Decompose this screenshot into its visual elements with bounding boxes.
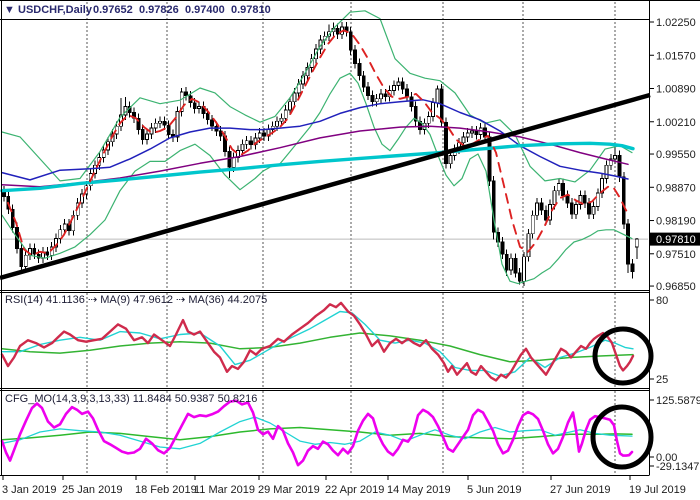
- time-axis-label: 27 Jun 2019: [550, 484, 611, 496]
- ohlc-close: 0.97810: [231, 4, 271, 16]
- symbol-period-title: USDCHF,Daily: [18, 4, 93, 16]
- moving-average-lines: [0, 10, 635, 285]
- current-price-badge: 0.97810: [656, 234, 696, 246]
- cfg-indicator-label: CFG_MO(14,3,9,3,13,33) 11.8484 50.9387 5…: [5, 393, 257, 405]
- price-axis-label: 0.98870: [656, 182, 696, 194]
- annotation-circles[interactable]: [590, 326, 654, 470]
- ohlc-low: 0.97400: [185, 4, 225, 16]
- ohlc-open: 0.97652: [93, 4, 133, 16]
- time-axis-label: 5 Jun 2019: [467, 484, 521, 496]
- time-axis-label: 25 Jan 2019: [62, 484, 123, 496]
- price-axis-label: 1.02250: [656, 17, 696, 29]
- price-axis[interactable]: 1.02250 1.01570 1.00890 1.00210 0.99550 0.988…: [649, 17, 700, 473]
- time-axis-label: 14 May 2019: [387, 484, 451, 496]
- time-axis-label: 19 Jul 2019: [629, 484, 686, 496]
- price-axis-label: 0.97510: [656, 249, 696, 261]
- candlestick-series: [2, 22, 639, 287]
- symbol-dropdown-icon[interactable]: ▼: [4, 4, 15, 16]
- price-axis-label: 1.00890: [656, 84, 696, 96]
- indicator-axis-label: 80: [656, 295, 668, 307]
- indicator-axis-label: 25: [656, 374, 668, 386]
- panel-frames: [0, 0, 700, 476]
- price-axis-label: 0.96850: [656, 281, 696, 293]
- time-axis-label: 29 Mar 2019: [258, 484, 320, 496]
- time-axis-label: 22 Apr 2019: [325, 484, 384, 496]
- price-axis-label: 1.00210: [656, 117, 696, 129]
- indicator-axis-label: 125.5879: [656, 395, 700, 407]
- price-axis-label: 1.01570: [656, 50, 696, 62]
- indicator-axis-label: -29.1347: [656, 461, 699, 473]
- price-axis-label: 0.98190: [656, 216, 696, 228]
- chart-header: ▼ USDCHF,Daily0.97652 0.97826 0.97400 0.9781…: [4, 4, 271, 16]
- time-axis-label: 11 Mar 2019: [194, 484, 255, 496]
- rsi-indicator-label: RSI(14) 41.1136 ⇢ MA(9) 47.9612 ⇢ MA(36)…: [5, 294, 267, 306]
- price-axis-label: 0.99550: [656, 149, 696, 161]
- cfg-panel-lines: [0, 399, 634, 467]
- time-axis-label: 18 Feb 2019: [135, 484, 197, 496]
- trendline-object[interactable]: [0, 92, 651, 281]
- rsi-panel-lines: [0, 301, 635, 382]
- time-axis-label: 3 Jan 2019: [2, 484, 56, 496]
- ohlc-high: 0.97826: [139, 4, 179, 16]
- indicator-axis-label: 0.00: [656, 452, 677, 464]
